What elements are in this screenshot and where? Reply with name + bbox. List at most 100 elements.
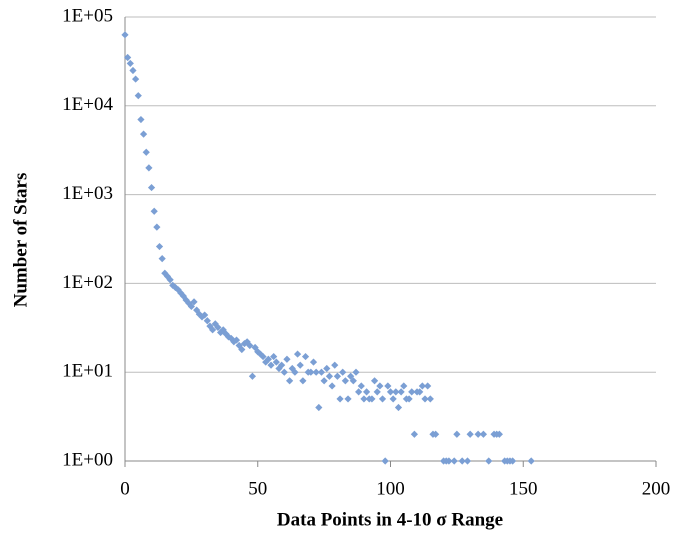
point (363, 388, 371, 396)
point (272, 358, 280, 366)
point (262, 358, 270, 366)
point (139, 130, 148, 138)
point (416, 388, 424, 396)
point (474, 430, 482, 438)
point (336, 395, 344, 403)
point (256, 350, 265, 358)
point (251, 343, 259, 352)
point (147, 183, 156, 192)
point (426, 395, 434, 403)
point (312, 368, 320, 376)
point (320, 377, 328, 385)
point (424, 382, 432, 390)
point (275, 364, 283, 373)
point (405, 395, 413, 403)
point (219, 326, 227, 334)
point (421, 395, 429, 403)
point (155, 242, 164, 251)
point (357, 382, 365, 390)
point (527, 457, 535, 465)
point (479, 430, 488, 438)
point (445, 457, 453, 465)
point (373, 388, 381, 396)
point (291, 368, 299, 376)
point (466, 430, 474, 438)
point (323, 364, 331, 373)
point (495, 430, 503, 438)
point (349, 377, 357, 385)
point (331, 361, 339, 369)
point (278, 361, 286, 369)
point (246, 341, 254, 350)
point (270, 352, 278, 361)
point (169, 281, 177, 289)
point (453, 430, 461, 438)
point (394, 403, 403, 412)
point (187, 302, 195, 311)
point (299, 377, 307, 385)
point (214, 323, 222, 331)
point (397, 388, 405, 396)
point (389, 395, 397, 403)
point (238, 345, 246, 354)
point (485, 457, 493, 465)
point (384, 382, 392, 390)
y-tick-label: 1E+04 (62, 94, 113, 115)
point (458, 457, 466, 465)
point (418, 382, 426, 390)
point (201, 311, 209, 319)
point (203, 317, 211, 325)
point (185, 299, 193, 307)
y-tick-label: 1E+05 (62, 5, 113, 26)
point (161, 269, 169, 277)
point (355, 388, 363, 396)
point (333, 372, 341, 380)
point (126, 59, 134, 68)
point (137, 115, 145, 124)
point (129, 66, 137, 75)
point (267, 361, 275, 369)
point (341, 377, 349, 385)
point (179, 292, 188, 300)
x-tick-label: 0 (120, 478, 130, 499)
point (360, 395, 368, 403)
y-tick-label: 1E+03 (62, 183, 113, 204)
point (317, 368, 326, 376)
point (166, 276, 174, 284)
point (328, 382, 336, 390)
point (296, 361, 304, 369)
point (400, 382, 408, 390)
point (315, 403, 323, 412)
point (224, 333, 233, 341)
point (124, 53, 132, 62)
point (450, 457, 458, 465)
y-tick-label: 1E+02 (62, 272, 113, 293)
point (352, 368, 360, 376)
point (463, 457, 472, 465)
point (142, 148, 150, 156)
point (293, 350, 302, 358)
point (307, 368, 315, 376)
point (381, 457, 389, 465)
point (158, 255, 166, 263)
point (370, 377, 379, 385)
point (248, 372, 257, 380)
point (509, 457, 517, 465)
point (376, 382, 384, 390)
x-tick-label: 50 (248, 478, 267, 499)
point (286, 377, 294, 385)
x-tick-label: 150 (509, 478, 538, 499)
y-axis-title: Number of Stars (10, 173, 31, 308)
x-tick-label: 100 (376, 478, 405, 499)
point (288, 364, 296, 373)
point (121, 31, 129, 39)
point (259, 352, 267, 361)
point (195, 310, 203, 318)
point (392, 388, 400, 396)
point (153, 223, 161, 231)
x-tick-label: 200 (642, 478, 671, 499)
point (150, 207, 158, 215)
point (410, 430, 418, 438)
point (209, 326, 217, 334)
point (145, 164, 153, 172)
